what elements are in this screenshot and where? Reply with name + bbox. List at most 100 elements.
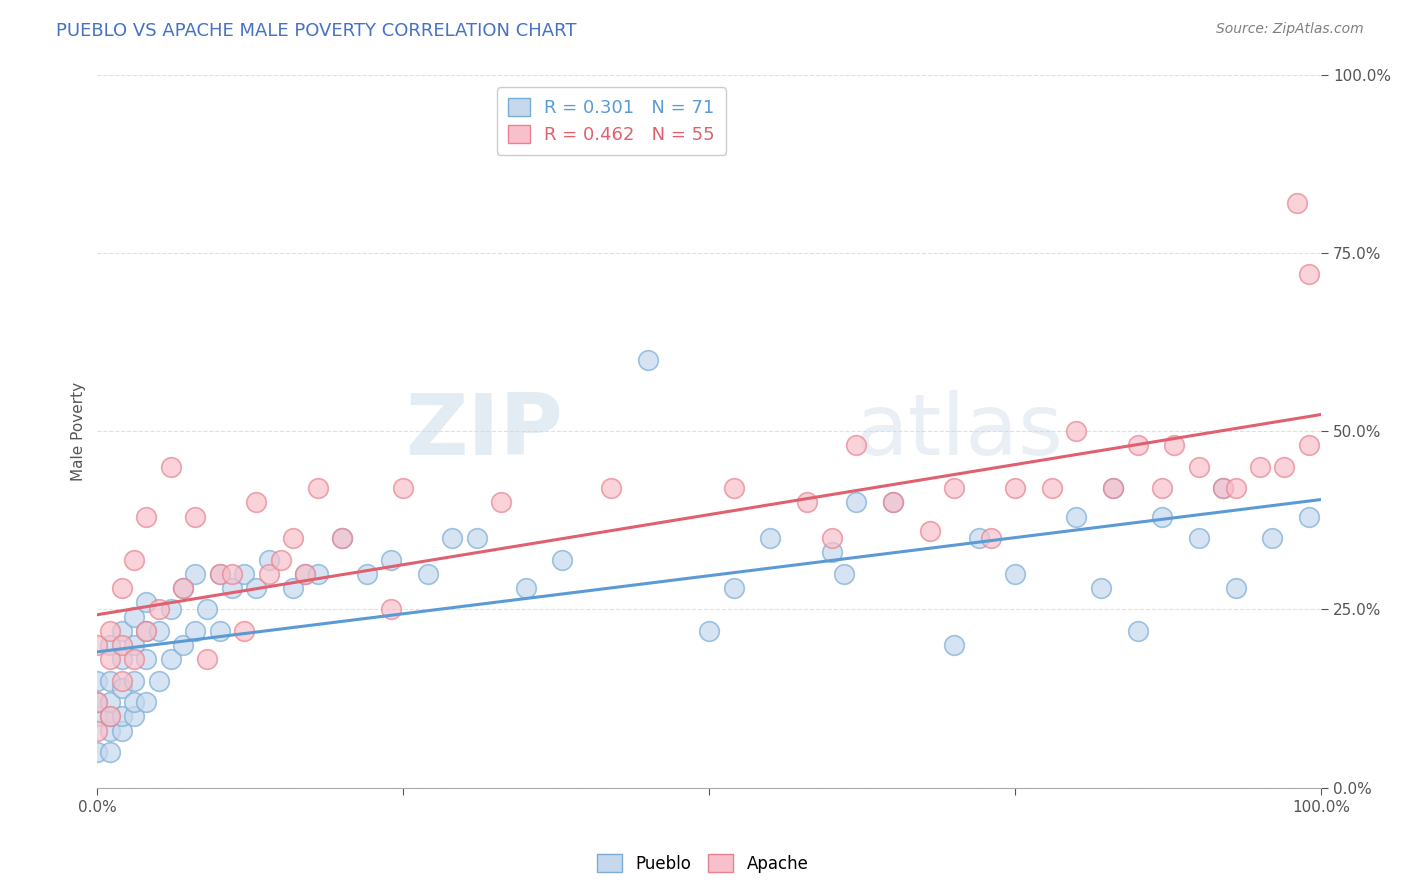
Point [135,652,157,666]
Point [122,695,145,709]
Point [1188,459,1211,474]
Point [98,709,121,723]
Point [148,624,170,638]
Point [697,624,720,638]
Point [122,552,145,566]
Point [294,566,316,581]
Point [98,638,121,652]
Point [380,602,402,616]
Point [551,552,574,566]
Point [122,709,145,723]
Point [184,624,207,638]
Text: ZIP: ZIP [405,390,562,473]
Point [980,531,1002,545]
Point [1249,459,1271,474]
Y-axis label: Male Poverty: Male Poverty [72,382,86,481]
Point [111,709,134,723]
Point [111,624,134,638]
Point [1298,438,1320,452]
Point [845,438,868,452]
Point [759,531,782,545]
Point [441,531,464,545]
Point [184,566,207,581]
Point [86,673,108,688]
Point [283,531,305,545]
Point [159,652,181,666]
Point [86,723,108,738]
Point [159,459,181,474]
Point [270,552,292,566]
Point [86,695,108,709]
Point [1152,481,1174,495]
Point [159,602,181,616]
Point [1126,624,1149,638]
Point [135,595,157,609]
Point [111,652,134,666]
Point [197,602,219,616]
Point [221,581,243,595]
Text: PUEBLO VS APACHE MALE POVERTY CORRELATION CHART: PUEBLO VS APACHE MALE POVERTY CORRELATIO… [56,22,576,40]
Point [918,524,941,538]
Point [86,709,108,723]
Point [1126,438,1149,452]
Point [1090,581,1112,595]
Point [1004,481,1026,495]
Point [208,566,231,581]
Point [723,481,745,495]
Point [1261,531,1284,545]
Point [307,481,329,495]
Point [1004,566,1026,581]
Point [832,566,855,581]
Point [111,581,134,595]
Point [515,581,537,595]
Point [489,495,512,509]
Point [821,545,844,559]
Point [98,723,121,738]
Point [283,581,305,595]
Point [1225,481,1247,495]
Point [307,566,329,581]
Point [122,652,145,666]
Point [197,652,219,666]
Point [135,509,157,524]
Point [1163,438,1185,452]
Point [221,566,243,581]
Point [1188,531,1211,545]
Point [1152,509,1174,524]
Point [967,531,990,545]
Legend: R = 0.301   N = 71, R = 0.462   N = 55: R = 0.301 N = 71, R = 0.462 N = 55 [498,87,725,154]
Point [111,681,134,695]
Point [172,638,194,652]
Point [135,695,157,709]
Point [135,624,157,638]
Point [172,581,194,595]
Point [172,581,194,595]
Point [845,495,868,509]
Point [796,495,818,509]
Point [122,673,145,688]
Point [111,638,134,652]
Point [637,352,659,367]
Point [356,566,378,581]
Point [380,552,402,566]
Point [1212,481,1234,495]
Point [723,581,745,595]
Point [111,723,134,738]
Point [821,531,844,545]
Point [98,673,121,688]
Point [122,638,145,652]
Point [245,495,267,509]
Point [257,552,280,566]
Point [245,581,267,595]
Point [98,695,121,709]
Point [1298,267,1320,281]
Point [416,566,439,581]
Point [233,566,256,581]
Point [1102,481,1125,495]
Point [208,624,231,638]
Point [1225,581,1247,595]
Point [86,695,108,709]
Point [111,673,134,688]
Point [1040,481,1063,495]
Point [148,673,170,688]
